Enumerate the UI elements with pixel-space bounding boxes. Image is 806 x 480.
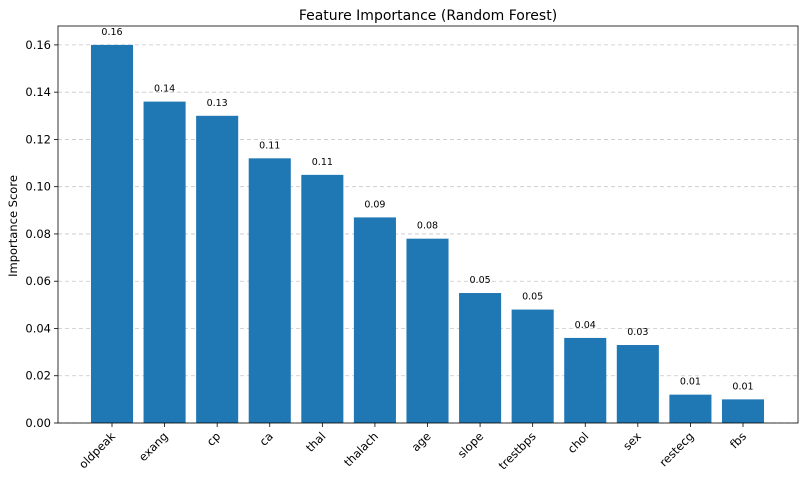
data-label-chol: 0.04 [575,320,596,331]
y-tick-label: 0.02 [25,369,51,383]
x-tick-label-thalach: thalach [341,429,381,469]
x-tick-label-fbs: fbs [727,429,749,451]
y-tick-label: 0.14 [25,85,51,99]
bar-sex [616,345,659,423]
x-tick-label-chol: chol [565,429,592,456]
chart-title: Feature Importance (Random Forest) [299,8,557,24]
bar-chol [564,337,607,423]
data-label-oldpeak: 0.16 [101,27,122,38]
data-label-fbs: 0.01 [732,381,753,392]
x-tick-label-sex: sex [620,429,644,453]
data-labels: 0.16 0.14 0.13 0.11 0.11 0.09 0.08 0.05 0.05 0.04… [101,27,753,392]
data-label-age: 0.08 [417,221,438,232]
data-label-exang: 0.14 [154,84,175,95]
bar-thalach [353,217,396,423]
data-label-trestbps: 0.05 [522,292,543,303]
data-label-thal: 0.11 [312,157,333,168]
bar-fbs [721,399,765,423]
x-tick-label-slope: slope [455,429,487,461]
y-tick-label: 0.12 [25,132,51,146]
x-ticks: oldpeak exang cp ca thal thalach age slope trest… [76,423,749,472]
y-tick-label: 0.00 [25,416,51,430]
x-tick-label-trestbps: trestbps [496,429,539,472]
plot-frame [57,25,799,424]
bar-exang [143,101,186,423]
bar-trestbps [511,309,554,423]
bar-restecg [669,394,712,423]
x-tick-label-exang: exang [136,429,171,464]
x-tick-label-ca: ca [257,429,276,448]
data-label-ca: 0.11 [259,140,280,151]
y-tick-label: 0.08 [25,227,51,241]
bar-thal [301,174,344,423]
bar-slope [459,293,502,423]
bar-ca [248,158,291,424]
x-tick-label-restecg: restecg [656,429,696,469]
y-axis-label: Importance Score [6,175,20,277]
data-label-slope: 0.05 [470,275,491,286]
data-label-thalach: 0.09 [364,199,385,210]
x-tick-label-age: age [409,429,434,454]
y-tick-label: 0.16 [25,38,51,52]
x-tick-label-cp: cp [204,429,224,449]
bar-age [406,238,449,423]
bar-oldpeak [90,44,134,424]
bar-cp [196,115,239,424]
data-label-sex: 0.03 [627,327,648,338]
x-tick-label-oldpeak: oldpeak [76,429,118,471]
y-ticks: 0.00 0.02 0.04 0.06 0.08 0.10 0.12 0.14 0.16 [25,38,58,430]
bars [90,44,765,424]
y-tick-label: 0.04 [25,321,51,335]
y-tick-label: 0.06 [25,274,51,288]
y-tick-label: 0.10 [25,180,51,194]
x-tick-label-thal: thal [303,429,328,454]
data-label-restecg: 0.01 [680,377,701,388]
data-label-cp: 0.13 [207,98,228,109]
